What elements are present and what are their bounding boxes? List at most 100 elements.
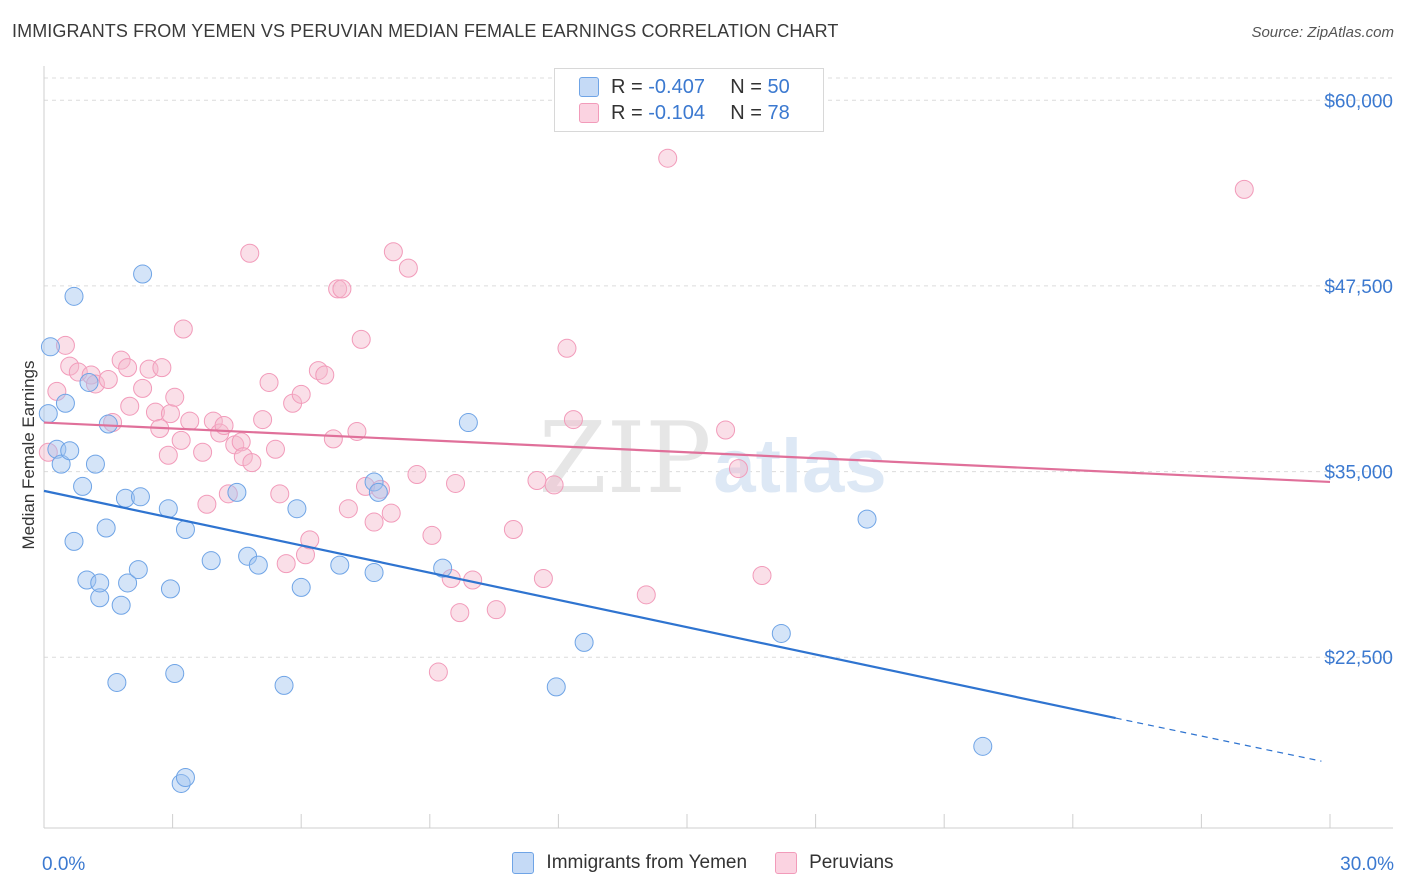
yemen-point[interactable] <box>128 560 148 580</box>
peruvian-point[interactable] <box>446 473 466 493</box>
peruvian-point[interactable] <box>658 148 678 168</box>
yemen-point[interactable] <box>107 672 127 692</box>
yemen-point[interactable] <box>98 414 118 434</box>
peruvian-point[interactable] <box>133 378 153 398</box>
yemen-point[interactable] <box>64 286 84 306</box>
peruvian-point[interactable] <box>242 453 262 473</box>
peruvian-point[interactable] <box>527 470 547 490</box>
yemen-point[interactable] <box>130 487 150 507</box>
peruvian-point[interactable] <box>544 475 564 495</box>
peruvian-point[interactable] <box>152 358 172 378</box>
peruvian-point[interactable] <box>503 519 523 539</box>
yemen-point[interactable] <box>90 573 110 593</box>
yemen-point[interactable] <box>248 555 268 575</box>
peruvian-point[interactable] <box>371 479 391 499</box>
peruvian-point[interactable] <box>197 494 217 514</box>
peruvian-point[interactable] <box>486 600 506 620</box>
peruvian-point[interactable] <box>160 404 180 424</box>
peruvian-point[interactable] <box>55 335 75 355</box>
yemen-point[interactable] <box>291 577 311 597</box>
yemen-point[interactable] <box>55 393 75 413</box>
peruvian-point[interactable] <box>636 585 656 605</box>
yemen-point[interactable] <box>90 588 110 608</box>
peruvian-point[interactable] <box>259 372 279 392</box>
peruvian-point[interactable] <box>428 662 448 682</box>
yemen-point[interactable] <box>973 736 993 756</box>
peruvian-point[interactable] <box>240 243 260 263</box>
yemen-point[interactable] <box>364 563 384 583</box>
peruvian-point[interactable] <box>383 242 403 262</box>
peruvian-point[interactable] <box>193 442 213 462</box>
yemen-point[interactable] <box>546 677 566 697</box>
peruvian-point[interactable] <box>145 402 165 422</box>
yemen-point[interactable] <box>433 558 453 578</box>
peruvian-point[interactable] <box>265 439 285 459</box>
series-legend-yemen[interactable]: Immigrants from Yemen <box>512 852 747 874</box>
yemen-point[interactable] <box>96 518 116 538</box>
peruvian-point[interactable] <box>716 420 736 440</box>
yemen-point[interactable] <box>771 623 791 643</box>
yemen-point[interactable] <box>64 531 84 551</box>
peruvian-point[interactable] <box>407 465 427 485</box>
yemen-point[interactable] <box>175 768 195 788</box>
peruvian-point[interactable] <box>300 530 320 550</box>
yemen-point[interactable] <box>79 372 99 392</box>
peruvian-point[interactable] <box>381 503 401 523</box>
yemen-point[interactable] <box>51 454 71 474</box>
peruvian-point[interactable] <box>364 512 384 532</box>
yemen-point[interactable] <box>364 472 384 492</box>
yemen-point[interactable] <box>77 570 97 590</box>
peruvian-point[interactable] <box>98 369 118 389</box>
peruvian-point[interactable] <box>450 603 470 623</box>
peruvian-point[interactable] <box>323 429 343 449</box>
series-legend-peruvians[interactable]: Peruvians <box>775 852 894 874</box>
peruvian-point[interactable] <box>1234 179 1254 199</box>
yemen-point[interactable] <box>60 441 80 461</box>
peruvian-point[interactable] <box>173 319 193 339</box>
yemen-point[interactable] <box>133 264 153 284</box>
peruvian-point[interactable] <box>291 384 311 404</box>
yemen-point[interactable] <box>85 454 105 474</box>
peruvian-point[interactable] <box>180 411 200 431</box>
peruvian-point[interactable] <box>356 476 375 496</box>
peruvian-point[interactable] <box>270 484 290 504</box>
peruvian-point[interactable] <box>332 279 352 299</box>
yemen-point[interactable] <box>368 482 388 502</box>
peruvian-point[interactable] <box>563 410 583 430</box>
yemen-point[interactable] <box>160 579 180 599</box>
peruvian-point[interactable] <box>422 525 442 545</box>
peruvian-point[interactable] <box>752 566 772 586</box>
yemen-point[interactable] <box>857 509 877 529</box>
peruvian-point[interactable] <box>171 430 191 450</box>
peruvian-point[interactable] <box>338 499 358 519</box>
yemen-point[interactable] <box>111 595 131 615</box>
yemen-point[interactable] <box>165 664 185 684</box>
yemen-point[interactable] <box>330 555 350 575</box>
peruvian-point[interactable] <box>120 396 140 416</box>
peruvian-point[interactable] <box>118 358 138 378</box>
peruvian-point[interactable] <box>231 432 251 452</box>
peruvian-point[interactable] <box>165 387 185 407</box>
yemen-point[interactable] <box>38 404 58 424</box>
peruvian-point[interactable] <box>398 258 418 278</box>
yemen-point[interactable] <box>73 476 93 496</box>
yemen-point[interactable] <box>227 482 247 502</box>
peruvian-point[interactable] <box>276 554 296 574</box>
yemen-point[interactable] <box>40 337 60 357</box>
yemen-point[interactable] <box>574 632 594 652</box>
peruvian-point[interactable] <box>328 279 348 299</box>
yemen-point[interactable] <box>458 413 478 433</box>
peruvian-point[interactable] <box>85 374 105 394</box>
yemen-point[interactable] <box>201 551 221 571</box>
yemen-point[interactable] <box>118 573 138 593</box>
peruvian-point[interactable] <box>533 568 553 588</box>
yemen-point[interactable] <box>274 675 294 695</box>
peruvian-point[interactable] <box>728 459 748 479</box>
yemen-point[interactable] <box>287 499 307 519</box>
peruvian-point[interactable] <box>253 410 273 430</box>
peruvian-point[interactable] <box>351 329 371 349</box>
peruvian-point[interactable] <box>111 350 131 370</box>
peruvian-point[interactable] <box>557 338 577 358</box>
peruvian-point[interactable] <box>158 445 178 465</box>
peruvian-point[interactable] <box>315 365 335 385</box>
